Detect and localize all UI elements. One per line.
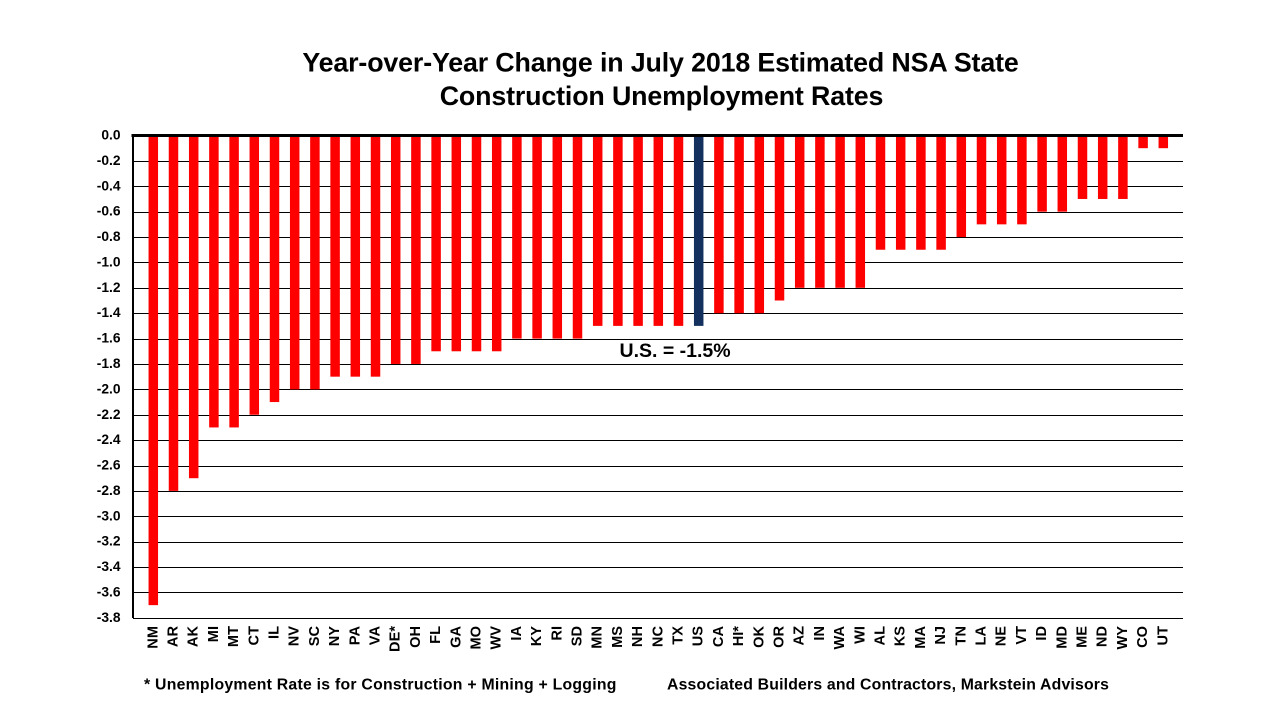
svg-text:0.0: 0.0: [101, 128, 121, 143]
svg-text:AZ: AZ: [792, 626, 808, 646]
svg-text:NH: NH: [630, 626, 646, 647]
svg-text:NC: NC: [650, 626, 666, 648]
svg-text:US: US: [691, 626, 707, 647]
svg-text:-1.4: -1.4: [97, 305, 121, 320]
svg-text:SC: SC: [307, 626, 323, 647]
svg-text:MD: MD: [1054, 626, 1070, 649]
svg-text:VA: VA: [368, 626, 384, 646]
svg-text:GA: GA: [448, 626, 464, 648]
svg-text:KY: KY: [529, 626, 545, 647]
svg-text:FL: FL: [428, 626, 444, 644]
svg-text:MO: MO: [469, 626, 485, 650]
svg-text:-3.4: -3.4: [97, 559, 121, 574]
svg-text:Year-over-Year Change in July: Year-over-Year Change in July 2018 Estim…: [302, 47, 1018, 77]
svg-text:TX: TX: [671, 626, 687, 645]
svg-text:-2.0: -2.0: [97, 381, 121, 396]
svg-text:WY: WY: [1115, 626, 1131, 650]
svg-text:DE*: DE*: [388, 626, 404, 652]
svg-text:TN: TN: [953, 626, 969, 645]
svg-text:CT: CT: [246, 626, 262, 646]
svg-text:WV: WV: [489, 626, 505, 650]
svg-text:LA: LA: [974, 626, 990, 646]
svg-text:ND: ND: [1095, 626, 1111, 647]
svg-text:WI: WI: [852, 626, 868, 644]
svg-text:Construction Unemployment Rate: Construction Unemployment Rates: [440, 81, 884, 111]
svg-text:KS: KS: [893, 626, 909, 647]
svg-text:SD: SD: [570, 626, 586, 646]
svg-text:MI: MI: [206, 626, 222, 642]
svg-text:MT: MT: [226, 626, 242, 647]
svg-text:-2.6: -2.6: [97, 458, 121, 473]
svg-text:CA: CA: [711, 626, 727, 648]
svg-text:-1.0: -1.0: [97, 254, 121, 269]
svg-text:* Unemployment Rate is for Con: * Unemployment Rate is for Construction …: [144, 677, 617, 694]
svg-text:IA: IA: [509, 626, 525, 641]
svg-text:OH: OH: [408, 626, 424, 648]
svg-text:-3.8: -3.8: [97, 610, 121, 625]
svg-text:-3.6: -3.6: [97, 584, 121, 599]
svg-text:-3.0: -3.0: [97, 508, 121, 523]
svg-text:-0.6: -0.6: [97, 204, 121, 219]
svg-text:MA: MA: [913, 626, 929, 649]
svg-text:-1.6: -1.6: [97, 331, 121, 346]
svg-text:HI*: HI*: [731, 626, 747, 647]
svg-text:NV: NV: [287, 626, 303, 647]
svg-text:UT: UT: [1155, 626, 1171, 646]
svg-text:AK: AK: [186, 626, 202, 648]
svg-text:U.S. = -1.5%: U.S. = -1.5%: [620, 340, 731, 362]
svg-text:NJ: NJ: [933, 626, 949, 645]
svg-text:ME: ME: [1075, 626, 1091, 648]
svg-text:-3.2: -3.2: [97, 534, 121, 549]
svg-text:NY: NY: [327, 626, 343, 647]
svg-text:OR: OR: [772, 626, 788, 648]
svg-text:NM: NM: [145, 626, 161, 649]
svg-text:-0.8: -0.8: [97, 229, 121, 244]
svg-text:-2.4: -2.4: [97, 432, 121, 447]
svg-text:-1.8: -1.8: [97, 356, 121, 371]
svg-text:NE: NE: [994, 626, 1010, 647]
svg-text:-2.8: -2.8: [97, 483, 121, 498]
svg-text:-0.2: -0.2: [97, 153, 121, 168]
svg-text:-0.4: -0.4: [97, 178, 121, 193]
svg-text:CO: CO: [1135, 626, 1151, 648]
svg-text:RI: RI: [549, 626, 565, 641]
svg-text:IL: IL: [267, 626, 283, 639]
svg-text:ID: ID: [1034, 626, 1050, 641]
svg-text:AR: AR: [166, 626, 182, 648]
svg-text:-1.2: -1.2: [97, 280, 121, 295]
svg-text:AL: AL: [873, 626, 889, 646]
svg-text:VT: VT: [1014, 626, 1030, 645]
svg-text:MS: MS: [610, 626, 626, 648]
svg-text:WA: WA: [832, 626, 848, 650]
svg-text:OK: OK: [751, 626, 767, 648]
svg-text:-2.2: -2.2: [97, 407, 121, 422]
svg-text:IN: IN: [812, 626, 828, 641]
svg-text:Associated Builders and Contra: Associated Builders and Contractors, Mar…: [667, 677, 1109, 694]
svg-text:PA: PA: [347, 626, 363, 646]
svg-text:MN: MN: [590, 626, 606, 649]
